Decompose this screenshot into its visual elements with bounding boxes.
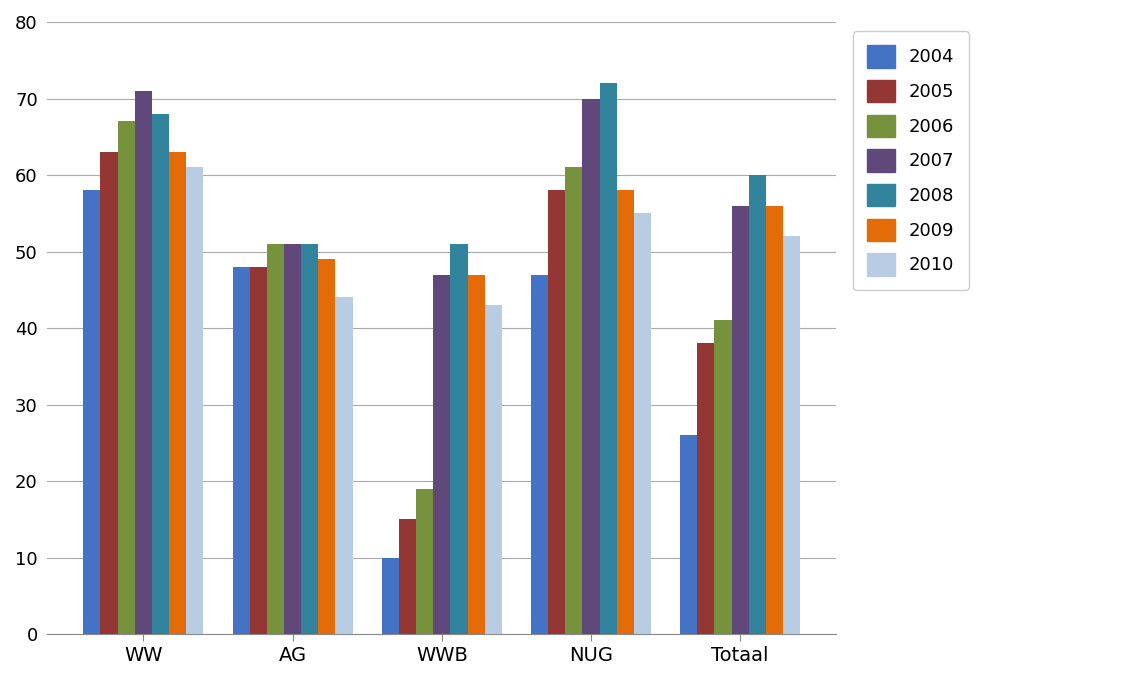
- Bar: [548, 190, 565, 634]
- Bar: [583, 99, 600, 634]
- Bar: [748, 175, 766, 634]
- Bar: [417, 489, 434, 634]
- Bar: [84, 190, 101, 634]
- Bar: [731, 205, 748, 634]
- Bar: [451, 244, 468, 634]
- Bar: [766, 205, 783, 634]
- Bar: [118, 122, 135, 634]
- Bar: [697, 343, 714, 634]
- Bar: [600, 83, 617, 634]
- Bar: [169, 152, 187, 634]
- Bar: [301, 244, 318, 634]
- Bar: [434, 275, 451, 634]
- Bar: [250, 267, 267, 634]
- Bar: [714, 320, 731, 634]
- Bar: [152, 114, 169, 634]
- Bar: [232, 267, 250, 634]
- Bar: [783, 236, 800, 634]
- Bar: [565, 167, 583, 634]
- Bar: [484, 305, 501, 634]
- Bar: [680, 435, 697, 634]
- Bar: [531, 275, 548, 634]
- Bar: [335, 297, 353, 634]
- Bar: [187, 167, 204, 634]
- Bar: [617, 190, 634, 634]
- Bar: [398, 520, 417, 634]
- Bar: [468, 275, 484, 634]
- Legend: 2004, 2005, 2006, 2007, 2008, 2009, 2010: 2004, 2005, 2006, 2007, 2008, 2009, 2010: [854, 31, 969, 290]
- Bar: [318, 259, 335, 634]
- Bar: [634, 214, 651, 634]
- Bar: [284, 244, 301, 634]
- Bar: [267, 244, 284, 634]
- Bar: [135, 91, 152, 634]
- Bar: [381, 558, 398, 634]
- Bar: [101, 152, 118, 634]
